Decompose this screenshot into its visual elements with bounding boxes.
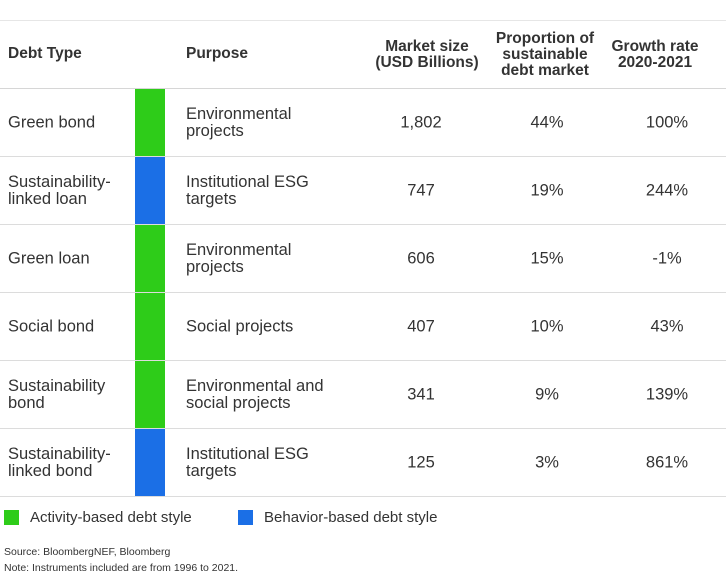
cell-market-size: 1,802 (400, 113, 442, 131)
table-row: Green loan Environmental projects 606 15% -1% (0, 225, 726, 293)
cell-purpose: Environmental projects (186, 104, 356, 140)
cell-debt-type-line: Social bond (8, 317, 95, 335)
table-row: Sustainability-linked bond Institutional … (0, 429, 726, 497)
cell-purpose-line: projects (186, 257, 244, 276)
cell-proportion: 3% (535, 453, 559, 471)
cell-proportion: 15% (530, 249, 564, 267)
cell-debt-type: Green loan (8, 250, 128, 267)
cell-debt-type: Sustainability-linked bond (8, 444, 128, 480)
cell-proportion: 9% (535, 385, 559, 403)
cell-proportion: 19% (530, 181, 564, 199)
cell-market-size: 606 (407, 249, 435, 267)
cell-debt-type-line: Sustainability (8, 376, 106, 395)
header-prop-line2: sustainable (502, 46, 588, 63)
header-purpose: Purpose (186, 45, 249, 62)
cell-purpose: Institutional ESG targets (186, 172, 356, 208)
legend-label-behavior: Behavior-based debt style (264, 509, 438, 526)
cell-style-swatch (135, 157, 165, 224)
cell-growth-rate: 861% (645, 453, 689, 471)
cell-debt-type-line: linked bond (8, 461, 93, 480)
cell-debt-type: Social bond (8, 318, 128, 335)
cell-market-size: 341 (407, 385, 435, 403)
header-proportion: Proportion of sustainable debt market (487, 31, 603, 79)
cell-purpose-line: Environmental (186, 240, 292, 259)
cell-debt-type: Sustainability-linked loan (8, 172, 128, 208)
cell-growth-rate: 43% (650, 317, 684, 335)
source-note: Source: BloombergNEF, Bloomberg (4, 546, 171, 558)
table-header: Debt Type Purpose Market size (USD Billi… (0, 20, 726, 89)
cell-debt-type-line: linked loan (8, 189, 87, 208)
cell-market-size: 407 (407, 317, 435, 335)
legend-label-activity: Activity-based debt style (30, 509, 192, 526)
cell-growth-rate: 100% (645, 113, 689, 131)
cell-purpose-line: social projects (186, 393, 291, 412)
table-row: Social bond Social projects 407 10% 43% (0, 293, 726, 361)
header-prop-line1: Proportion of (495, 30, 595, 47)
cell-proportion: 10% (530, 317, 564, 335)
legend-swatch-behavior (238, 510, 253, 525)
cell-style-swatch (135, 89, 165, 156)
cell-proportion: 44% (530, 113, 564, 131)
cell-style-swatch (135, 293, 165, 360)
cell-purpose-line: Institutional ESG (186, 444, 309, 463)
cell-debt-type-line: Sustainability- (8, 172, 111, 191)
cell-style-swatch (135, 361, 165, 428)
header-prop-line3: debt market (501, 62, 589, 79)
cell-purpose-line: Environmental (186, 104, 292, 123)
cell-purpose-line: Institutional ESG (186, 172, 309, 191)
table-body: Green bond Environmental projects 1,802 44% 1… (0, 89, 726, 497)
legend: Activity-based debt style Behavior-based… (0, 508, 726, 528)
cell-purpose-line: Environmental and (186, 376, 324, 395)
cell-purpose: Social projects (186, 318, 356, 335)
instrument-note: Note: Instruments included are from 1996… (4, 562, 239, 574)
cell-debt-type: Sustainability bond (8, 376, 128, 412)
cell-purpose-line: Social projects (186, 317, 294, 335)
cell-style-swatch (135, 429, 165, 496)
cell-growth-rate: 244% (645, 181, 689, 199)
table-row: Sustainability bond Environmental and socia… (0, 361, 726, 429)
cell-debt-type: Green bond (8, 114, 128, 131)
cell-debt-type-line: Green loan (8, 249, 90, 267)
header-growth-line1: Growth rate (611, 38, 699, 55)
cell-market-size: 747 (407, 181, 435, 199)
cell-purpose-line: targets (186, 189, 237, 208)
cell-purpose: Environmental projects (186, 240, 356, 276)
cell-purpose-line: targets (186, 461, 237, 480)
table-row: Sustainability-linked loan Institutional … (0, 157, 726, 225)
header-growth-line2: 2020-2021 (617, 54, 693, 71)
cell-purpose-line: projects (186, 121, 244, 140)
legend-swatch-activity (4, 510, 19, 525)
debt-table: Debt Type Purpose Market size (USD Billi… (0, 20, 726, 497)
cell-debt-type-line: Sustainability- (8, 444, 111, 463)
table-row: Green bond Environmental projects 1,802 44% 1… (0, 89, 726, 157)
cell-market-size: 125 (407, 453, 435, 471)
cell-growth-rate: 139% (645, 385, 689, 403)
header-market-size: Market size (USD Billions) (371, 39, 483, 71)
cell-debt-type-line: Green bond (8, 113, 96, 131)
header-growth-rate: Growth rate 2020-2021 (606, 39, 704, 71)
cell-purpose: Institutional ESG targets (186, 444, 356, 480)
cell-purpose: Environmental and social projects (186, 376, 356, 412)
cell-growth-rate: -1% (652, 249, 682, 267)
header-debt-type: Debt Type (8, 45, 82, 62)
header-market-line2: (USD Billions) (375, 54, 479, 71)
cell-style-swatch (135, 225, 165, 292)
header-market-line1: Market size (385, 38, 469, 55)
cell-debt-type-line: bond (8, 393, 45, 412)
